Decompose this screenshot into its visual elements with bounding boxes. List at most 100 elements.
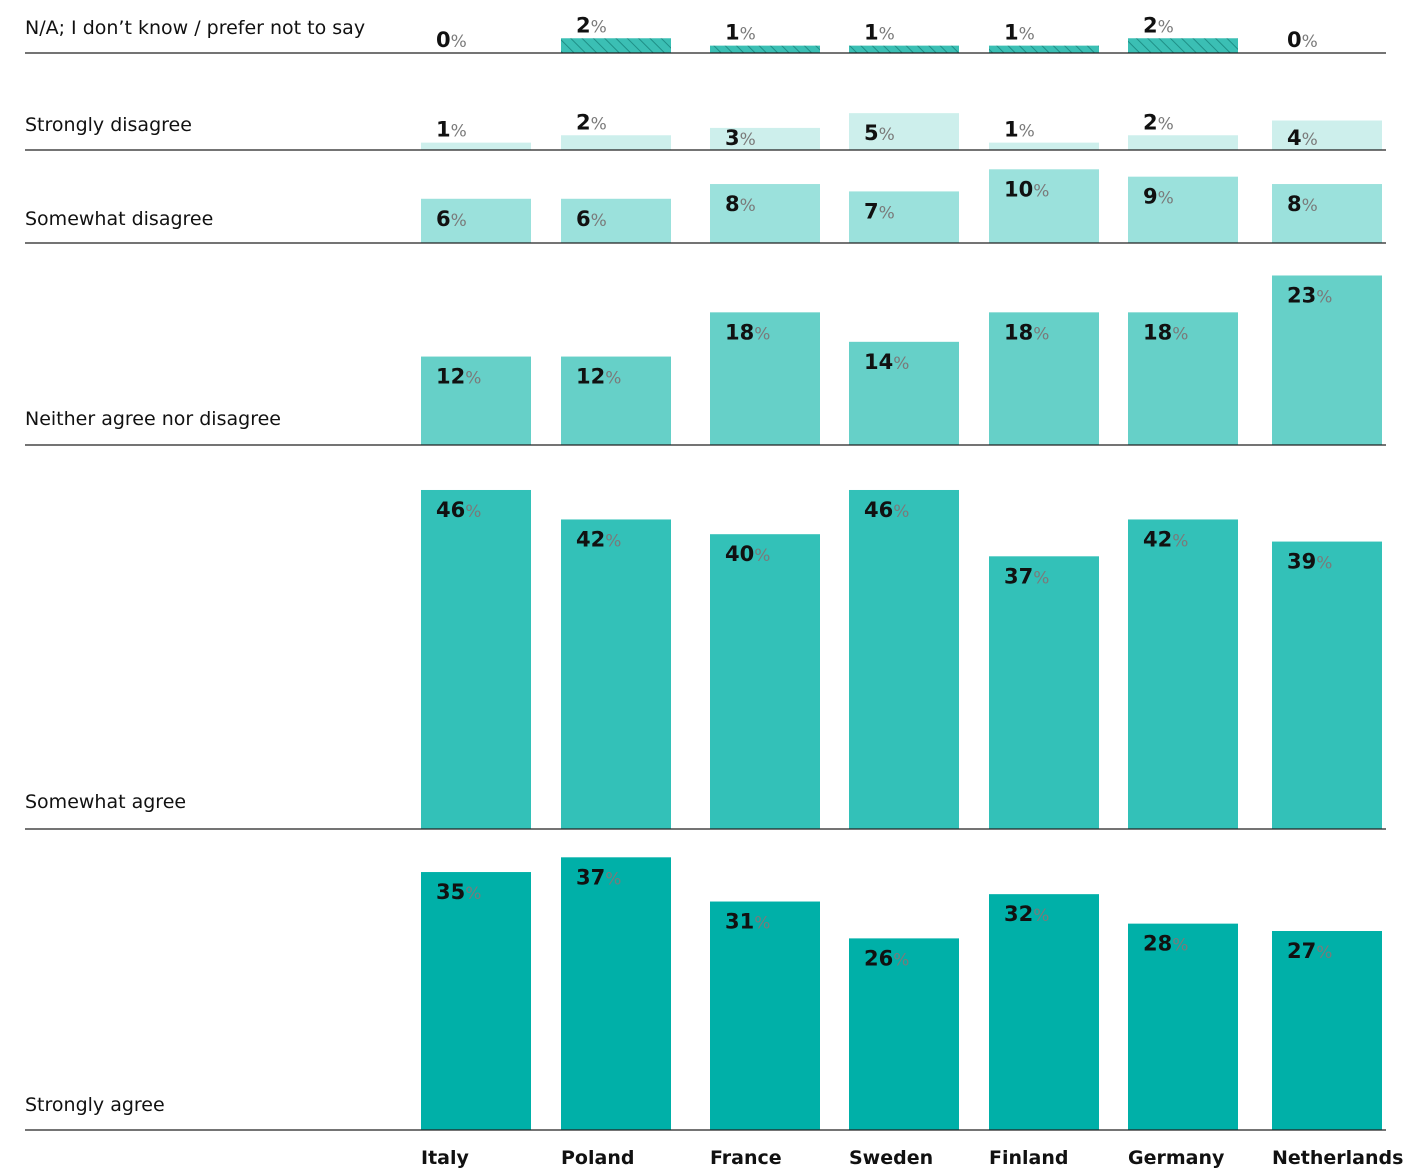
value-label-germany-neither-agree-nor-disagree: 18% — [1143, 320, 1188, 344]
country-label-finland: Finland — [989, 1147, 1068, 1169]
value-label-poland-n-a-i-don-t-know-prefer-not-to-say: 2% — [576, 13, 607, 37]
bar-finland-n-a-i-don-t-know-prefer-not-to-say — [989, 45, 1099, 53]
value-label-sweden-n-a-i-don-t-know-prefer-not-to-say: 1% — [864, 21, 895, 45]
bar-poland-somewhat-disagree — [561, 198, 671, 243]
value-label-finland-somewhat-disagree: 10% — [1004, 177, 1049, 201]
value-label-sweden-strongly-disagree: 5% — [864, 121, 895, 145]
row-somewhat-agree: Somewhat agree 46% 42% 40% 46% 37% 42% 39% — [25, 489, 1386, 830]
bar-finland-somewhat-agree — [989, 556, 1099, 829]
value-label-netherlands-somewhat-agree: 39% — [1287, 550, 1332, 574]
bar-finland-strongly-agree — [989, 894, 1099, 1130]
country-label-germany: Germany — [1128, 1147, 1225, 1169]
value-label-france-strongly-agree: 31% — [725, 910, 770, 934]
value-label-italy-somewhat-disagree: 6% — [436, 207, 467, 231]
value-label-finland-neither-agree-nor-disagree: 18% — [1004, 320, 1049, 344]
bar-sweden-n-a-i-don-t-know-prefer-not-to-say — [849, 45, 959, 53]
value-label-germany-strongly-disagree: 2% — [1143, 110, 1174, 134]
bar-germany-somewhat-agree — [1128, 519, 1238, 829]
country-axis: Italy Poland France Sweden Finland Germany Net… — [421, 1147, 1403, 1169]
row-strongly-disagree: Strongly disagree 1% 2% 3% 5% 1% 2% 4% — [25, 110, 1386, 151]
bar-sweden-strongly-agree — [849, 938, 959, 1130]
bar-poland-neither-agree-nor-disagree — [561, 356, 671, 445]
row-label: Strongly agree — [25, 1094, 165, 1116]
value-label-poland-somewhat-disagree: 6% — [576, 207, 607, 231]
bar-germany-strongly-disagree — [1128, 135, 1238, 150]
row-strongly-agree: Strongly agree 35% 37% 31% 26% 32% 28% 27% — [25, 857, 1386, 1131]
bar-netherlands-strongly-agree — [1272, 931, 1382, 1130]
value-label-poland-strongly-agree: 37% — [576, 865, 621, 889]
bar-poland-n-a-i-don-t-know-prefer-not-to-say — [561, 38, 671, 53]
value-label-germany-n-a-i-don-t-know-prefer-not-to-say: 2% — [1143, 13, 1174, 37]
bar-netherlands-somewhat-agree — [1272, 541, 1382, 829]
bar-germany-n-a-i-don-t-know-prefer-not-to-say — [1128, 38, 1238, 53]
bar-netherlands-neither-agree-nor-disagree — [1272, 275, 1382, 445]
bar-france-neither-agree-nor-disagree — [710, 312, 820, 445]
value-label-france-strongly-disagree: 3% — [725, 126, 756, 150]
row-n-a-i-don-t-know-prefer-not-to-say: N/A; I don’t know / prefer not to say 0% 2… — [25, 13, 1386, 54]
bar-italy-strongly-disagree — [421, 142, 531, 150]
bar-sweden-somewhat-agree — [849, 489, 959, 829]
value-label-italy-n-a-i-don-t-know-prefer-not-to-say: 0% — [436, 28, 467, 52]
bar-poland-somewhat-agree — [561, 519, 671, 829]
value-label-netherlands-strongly-disagree: 4% — [1287, 126, 1318, 150]
value-label-finland-n-a-i-don-t-know-prefer-not-to-say: 1% — [1004, 21, 1035, 45]
value-label-germany-strongly-agree: 28% — [1143, 932, 1188, 956]
value-label-france-neither-agree-nor-disagree: 18% — [725, 320, 770, 344]
value-label-sweden-somewhat-agree: 46% — [864, 498, 909, 522]
bar-germany-strongly-agree — [1128, 923, 1238, 1130]
value-label-italy-somewhat-agree: 46% — [436, 498, 481, 522]
country-label-poland: Poland — [561, 1147, 634, 1169]
value-label-italy-strongly-disagree: 1% — [436, 118, 467, 142]
bar-germany-somewhat-disagree — [1128, 176, 1238, 243]
bar-poland-strongly-disagree — [561, 135, 671, 150]
bar-france-somewhat-agree — [710, 534, 820, 829]
value-label-netherlands-somewhat-disagree: 8% — [1287, 192, 1318, 216]
row-label: N/A; I don’t know / prefer not to say — [25, 17, 365, 39]
value-label-france-somewhat-agree: 40% — [725, 542, 770, 566]
bar-italy-somewhat-disagree — [421, 198, 531, 243]
bar-sweden-strongly-disagree — [849, 113, 959, 150]
row-label: Neither agree nor disagree — [25, 408, 281, 430]
value-label-france-n-a-i-don-t-know-prefer-not-to-say: 1% — [725, 21, 756, 45]
value-label-netherlands-neither-agree-nor-disagree: 23% — [1287, 283, 1332, 307]
bar-sweden-somewhat-disagree — [849, 191, 959, 243]
bar-sweden-neither-agree-nor-disagree — [849, 341, 959, 445]
bar-italy-neither-agree-nor-disagree — [421, 356, 531, 445]
country-label-netherlands: Netherlands — [1272, 1147, 1403, 1169]
value-label-sweden-somewhat-disagree: 7% — [864, 199, 895, 223]
country-label-france: France — [710, 1147, 782, 1169]
bar-finland-neither-agree-nor-disagree — [989, 312, 1099, 445]
bar-netherlands-somewhat-disagree — [1272, 184, 1382, 243]
value-label-finland-somewhat-agree: 37% — [1004, 564, 1049, 588]
bar-finland-somewhat-disagree — [989, 169, 1099, 243]
bar-france-n-a-i-don-t-know-prefer-not-to-say — [710, 45, 820, 53]
bar-netherlands-strongly-disagree — [1272, 120, 1382, 150]
row-somewhat-disagree: Somewhat disagree 6% 6% 8% 7% 10% 9% 8% — [25, 169, 1386, 244]
value-label-netherlands-strongly-agree: 27% — [1287, 939, 1332, 963]
row-label: Somewhat agree — [25, 791, 186, 813]
value-label-poland-neither-agree-nor-disagree: 12% — [576, 365, 621, 389]
value-label-italy-strongly-agree: 35% — [436, 880, 481, 904]
row-label: Strongly disagree — [25, 114, 192, 136]
bar-italy-somewhat-agree — [421, 489, 531, 829]
value-label-sweden-strongly-agree: 26% — [864, 946, 909, 970]
value-label-germany-somewhat-disagree: 9% — [1143, 185, 1174, 209]
bar-poland-strongly-agree — [561, 857, 671, 1130]
bar-france-somewhat-disagree — [710, 184, 820, 243]
bar-france-strongly-agree — [710, 901, 820, 1130]
value-label-finland-strongly-agree: 32% — [1004, 902, 1049, 926]
chart-rows: N/A; I don’t know / prefer not to say 0% 2… — [25, 13, 1386, 1131]
bar-finland-strongly-disagree — [989, 142, 1099, 150]
value-label-germany-somewhat-agree: 42% — [1143, 527, 1188, 551]
bar-germany-neither-agree-nor-disagree — [1128, 312, 1238, 445]
value-label-finland-strongly-disagree: 1% — [1004, 118, 1035, 142]
value-label-sweden-neither-agree-nor-disagree: 14% — [864, 350, 909, 374]
country-label-italy: Italy — [421, 1147, 469, 1169]
country-label-sweden: Sweden — [849, 1147, 933, 1169]
value-label-poland-strongly-disagree: 2% — [576, 110, 607, 134]
value-label-italy-neither-agree-nor-disagree: 12% — [436, 365, 481, 389]
row-neither-agree-nor-disagree: Neither agree nor disagree 12% 12% 18% 14% 18… — [25, 275, 1386, 446]
bar-france-strongly-disagree — [710, 127, 820, 150]
bar-italy-strongly-agree — [421, 872, 531, 1130]
